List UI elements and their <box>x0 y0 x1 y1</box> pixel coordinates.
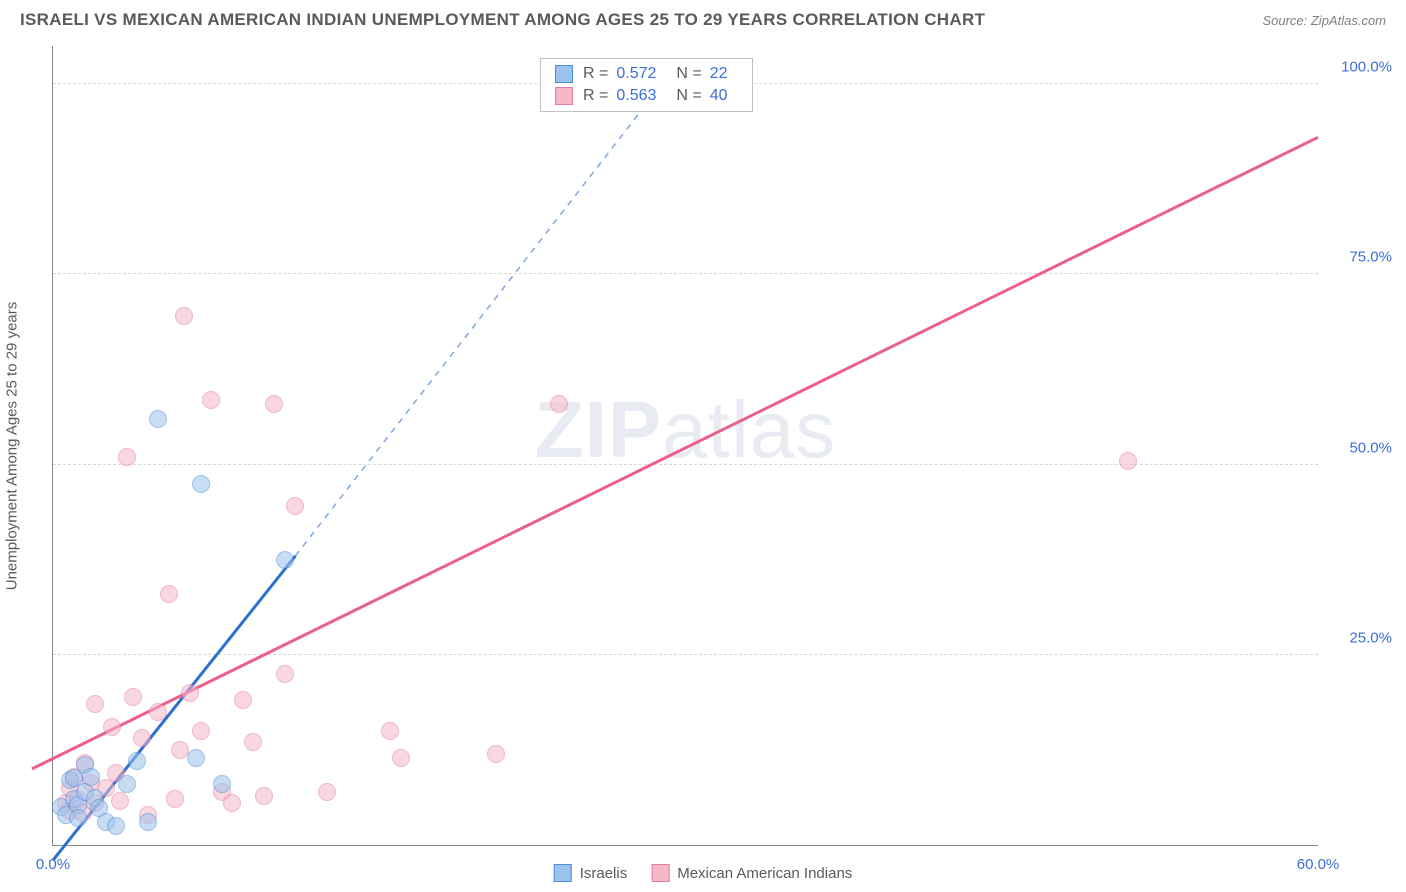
scatter-point <box>118 775 136 793</box>
scatter-point <box>149 703 167 721</box>
header: ISRAELI VS MEXICAN AMERICAN INDIAN UNEMP… <box>0 0 1406 38</box>
n-value: 22 <box>710 65 738 83</box>
scatter-point <box>234 691 252 709</box>
source-attribution: Source: ZipAtlas.com <box>1262 13 1386 28</box>
scatter-point <box>166 790 184 808</box>
r-value: 0.572 <box>616 65 666 83</box>
scatter-point <box>223 794 241 812</box>
scatter-point <box>86 695 104 713</box>
stats-row: R = 0.572 N = 22 <box>555 63 738 85</box>
scatter-point <box>124 688 142 706</box>
scatter-point <box>69 809 87 827</box>
scatter-point <box>192 722 210 740</box>
scatter-point <box>181 684 199 702</box>
scatter-point <box>1119 452 1137 470</box>
scatter-point <box>276 665 294 683</box>
stats-row: R = 0.563 N = 40 <box>555 85 738 107</box>
chart-title: ISRAELI VS MEXICAN AMERICAN INDIAN UNEMP… <box>20 10 985 30</box>
r-label: R = <box>583 65 608 83</box>
scatter-point <box>244 733 262 751</box>
legend-swatch <box>651 864 669 882</box>
legend-swatch <box>555 87 573 105</box>
legend-item: Mexican American Indians <box>651 864 852 882</box>
scatter-point <box>149 410 167 428</box>
scatter-point <box>286 497 304 515</box>
plot-region: ZIPatlas 25.0%50.0%75.0%100.0%0.0%60.0%R… <box>52 46 1318 846</box>
y-tick-label: 25.0% <box>1328 629 1392 646</box>
scatter-point <box>175 307 193 325</box>
y-tick-label: 75.0% <box>1328 249 1392 266</box>
scatter-point <box>139 813 157 831</box>
n-label: N = <box>676 87 701 105</box>
scatter-point <box>82 768 100 786</box>
scatter-point <box>550 395 568 413</box>
scatter-point <box>128 752 146 770</box>
scatter-point <box>192 475 210 493</box>
scatter-point <box>318 783 336 801</box>
legend-label: Israelis <box>580 865 628 882</box>
scatter-point <box>381 722 399 740</box>
n-label: N = <box>676 65 701 83</box>
scatter-point <box>213 775 231 793</box>
legend-swatch <box>554 864 572 882</box>
scatter-point <box>487 745 505 763</box>
y-axis-label: Unemployment Among Ages 25 to 29 years <box>4 302 21 591</box>
scatter-point <box>160 585 178 603</box>
trend-lines <box>53 46 1318 845</box>
scatter-point <box>187 749 205 767</box>
scatter-point <box>103 718 121 736</box>
legend-label: Mexican American Indians <box>677 865 852 882</box>
stats-box: R = 0.572 N = 22 R = 0.563 N = 40 <box>540 58 753 112</box>
scatter-point <box>111 792 129 810</box>
legend-swatch <box>555 65 573 83</box>
scatter-point <box>265 395 283 413</box>
r-label: R = <box>583 87 608 105</box>
n-value: 40 <box>710 87 738 105</box>
y-tick-label: 50.0% <box>1328 439 1392 456</box>
scatter-point <box>107 817 125 835</box>
legend: Israelis Mexican American Indians <box>554 864 853 882</box>
r-value: 0.563 <box>616 87 666 105</box>
scatter-point <box>202 391 220 409</box>
y-tick-label: 100.0% <box>1328 59 1392 76</box>
legend-item: Israelis <box>554 864 628 882</box>
x-tick-label: 60.0% <box>1297 856 1340 873</box>
scatter-point <box>171 741 189 759</box>
scatter-point <box>118 448 136 466</box>
scatter-point <box>392 749 410 767</box>
chart-area: ZIPatlas 25.0%50.0%75.0%100.0%0.0%60.0%R… <box>52 46 1318 846</box>
scatter-point <box>255 787 273 805</box>
scatter-point <box>133 729 151 747</box>
scatter-point <box>276 551 294 569</box>
